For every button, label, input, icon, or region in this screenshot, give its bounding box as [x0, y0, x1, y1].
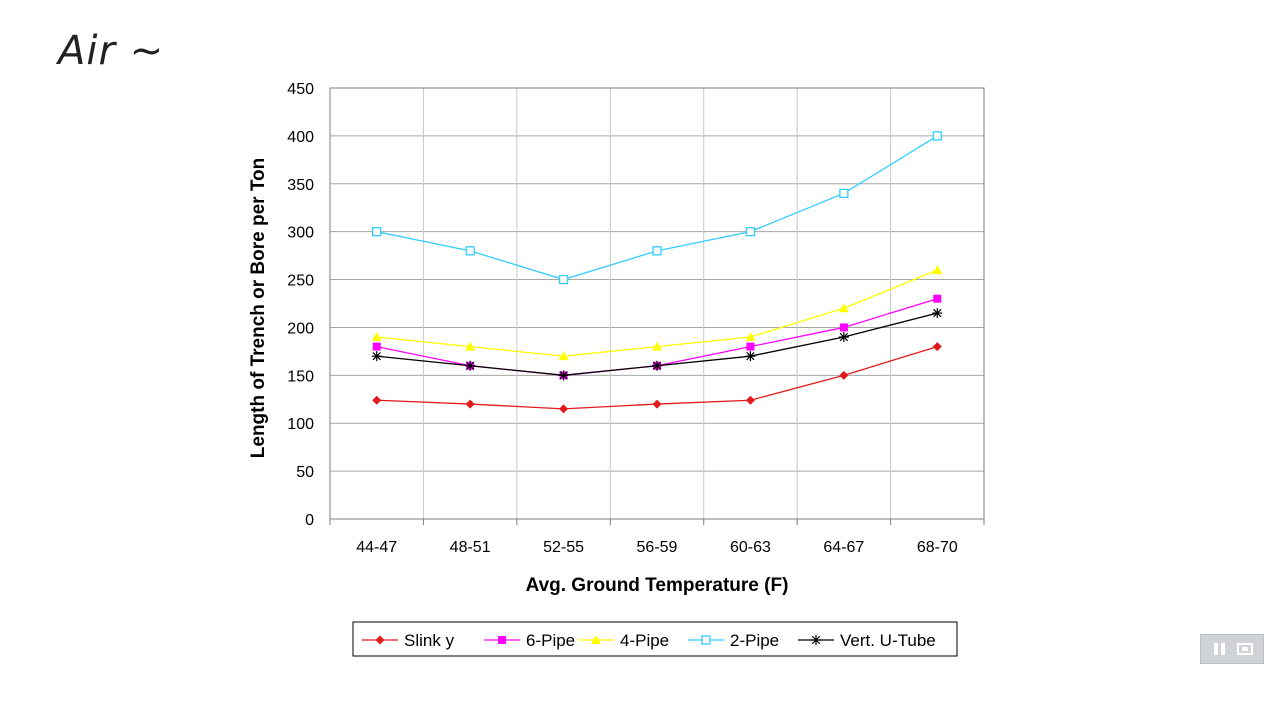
y-tick-label: 150 — [287, 368, 314, 385]
handwritten-annotation: Air ~ — [58, 28, 165, 74]
legend-entry: 2-Pipe — [688, 631, 779, 650]
data-point — [652, 399, 662, 409]
star-stroke — [933, 308, 942, 318]
data-point — [559, 404, 569, 414]
y-axis-title: Length of Trench or Bore per Ton — [248, 158, 269, 458]
y-tick-label: 50 — [296, 464, 314, 481]
data-point — [465, 246, 475, 256]
chart-legend: Slink y 6-Pipe 4-Pipe 2-Pipe Vert. U-Tube — [352, 621, 958, 657]
data-point — [839, 323, 848, 332]
data-point — [838, 332, 849, 343]
y-tick-label: 200 — [287, 320, 314, 337]
legend-marker — [498, 636, 506, 644]
data-point — [371, 332, 382, 342]
legend-entry: Vert. U-Tube — [798, 631, 936, 650]
series-2-pipe — [372, 131, 942, 285]
screen-icon[interactable] — [1235, 640, 1255, 658]
pause-icon[interactable] — [1210, 640, 1230, 658]
legend-label: Slink y — [404, 631, 455, 650]
series-line — [376, 135, 938, 281]
data-point — [558, 370, 569, 381]
data-point — [932, 342, 942, 352]
legend-marker — [591, 635, 601, 644]
series-slink-y — [372, 342, 942, 414]
data-point — [372, 395, 382, 405]
x-tick-label: 68-70 — [917, 539, 958, 556]
star-stroke — [465, 361, 475, 370]
y-tick-label: 100 — [287, 416, 314, 433]
y-tick-label: 400 — [287, 129, 314, 146]
star-stroke — [839, 332, 849, 342]
legend-label: 2-Pipe — [730, 631, 779, 650]
legend-label: 6-Pipe — [526, 631, 575, 650]
x-axis-ticks: 44-47 48-51 52-55 56-59 60-63 64-67 68-70 — [356, 539, 958, 556]
series-4-pipe — [371, 264, 943, 361]
y-tick-label: 300 — [287, 225, 314, 242]
data-point — [932, 264, 943, 274]
legend-label: Vert. U-Tube — [840, 631, 936, 650]
star-stroke — [811, 635, 821, 645]
data-point — [652, 360, 662, 371]
star-stroke — [559, 371, 568, 380]
data-point — [745, 351, 756, 362]
plot-border — [329, 87, 985, 520]
data-point — [465, 399, 475, 409]
legend-entry: Slink y — [362, 631, 455, 650]
data-point — [933, 294, 942, 303]
data-point — [839, 370, 849, 380]
data-point — [838, 303, 849, 313]
legend-marker — [811, 635, 821, 645]
data-point — [746, 342, 755, 351]
y-tick-label: 0 — [305, 512, 314, 529]
y-tick-label: 350 — [287, 177, 314, 194]
x-tick-label: 60-63 — [730, 539, 771, 556]
y-tick-label: 450 — [287, 81, 314, 98]
y-axis-ticks: 0 50 100 150 200 250 300 350 400 450 — [287, 81, 314, 529]
series-layer — [371, 131, 943, 414]
data-point — [932, 131, 942, 141]
data-point — [465, 341, 476, 351]
data-point — [465, 360, 476, 371]
x-axis-title: Avg. Ground Temperature (F) — [526, 575, 789, 596]
data-point — [371, 351, 382, 362]
data-point — [372, 342, 381, 351]
data-point — [932, 308, 943, 319]
legend-entry: 6-Pipe — [484, 631, 575, 650]
data-point — [558, 274, 569, 285]
x-tick-label: 64-67 — [823, 539, 864, 556]
player-controls — [1200, 634, 1264, 664]
x-tick-label: 48-51 — [450, 539, 491, 556]
data-point — [558, 351, 569, 361]
data-point — [839, 188, 849, 199]
legend-entry: 4-Pipe — [578, 631, 669, 650]
data-point — [745, 395, 755, 405]
data-point — [372, 227, 382, 237]
data-point — [652, 341, 662, 351]
star-stroke — [652, 361, 662, 370]
legend-label: 4-Pipe — [620, 631, 669, 650]
series-vert-u-tube — [371, 308, 943, 381]
y-tick-label: 250 — [287, 273, 314, 290]
legend-marker — [701, 635, 711, 645]
legend-marker — [375, 635, 385, 645]
star-stroke — [746, 352, 755, 361]
star-stroke — [372, 352, 381, 361]
x-tick-label: 52-55 — [543, 539, 584, 556]
plot-area — [329, 87, 985, 525]
data-point — [745, 332, 756, 342]
x-tick-label: 44-47 — [356, 539, 397, 556]
x-tick-label: 56-59 — [637, 539, 678, 556]
series-line — [376, 345, 938, 410]
legend-box — [352, 621, 958, 657]
data-point — [652, 246, 662, 256]
data-point — [745, 227, 756, 237]
